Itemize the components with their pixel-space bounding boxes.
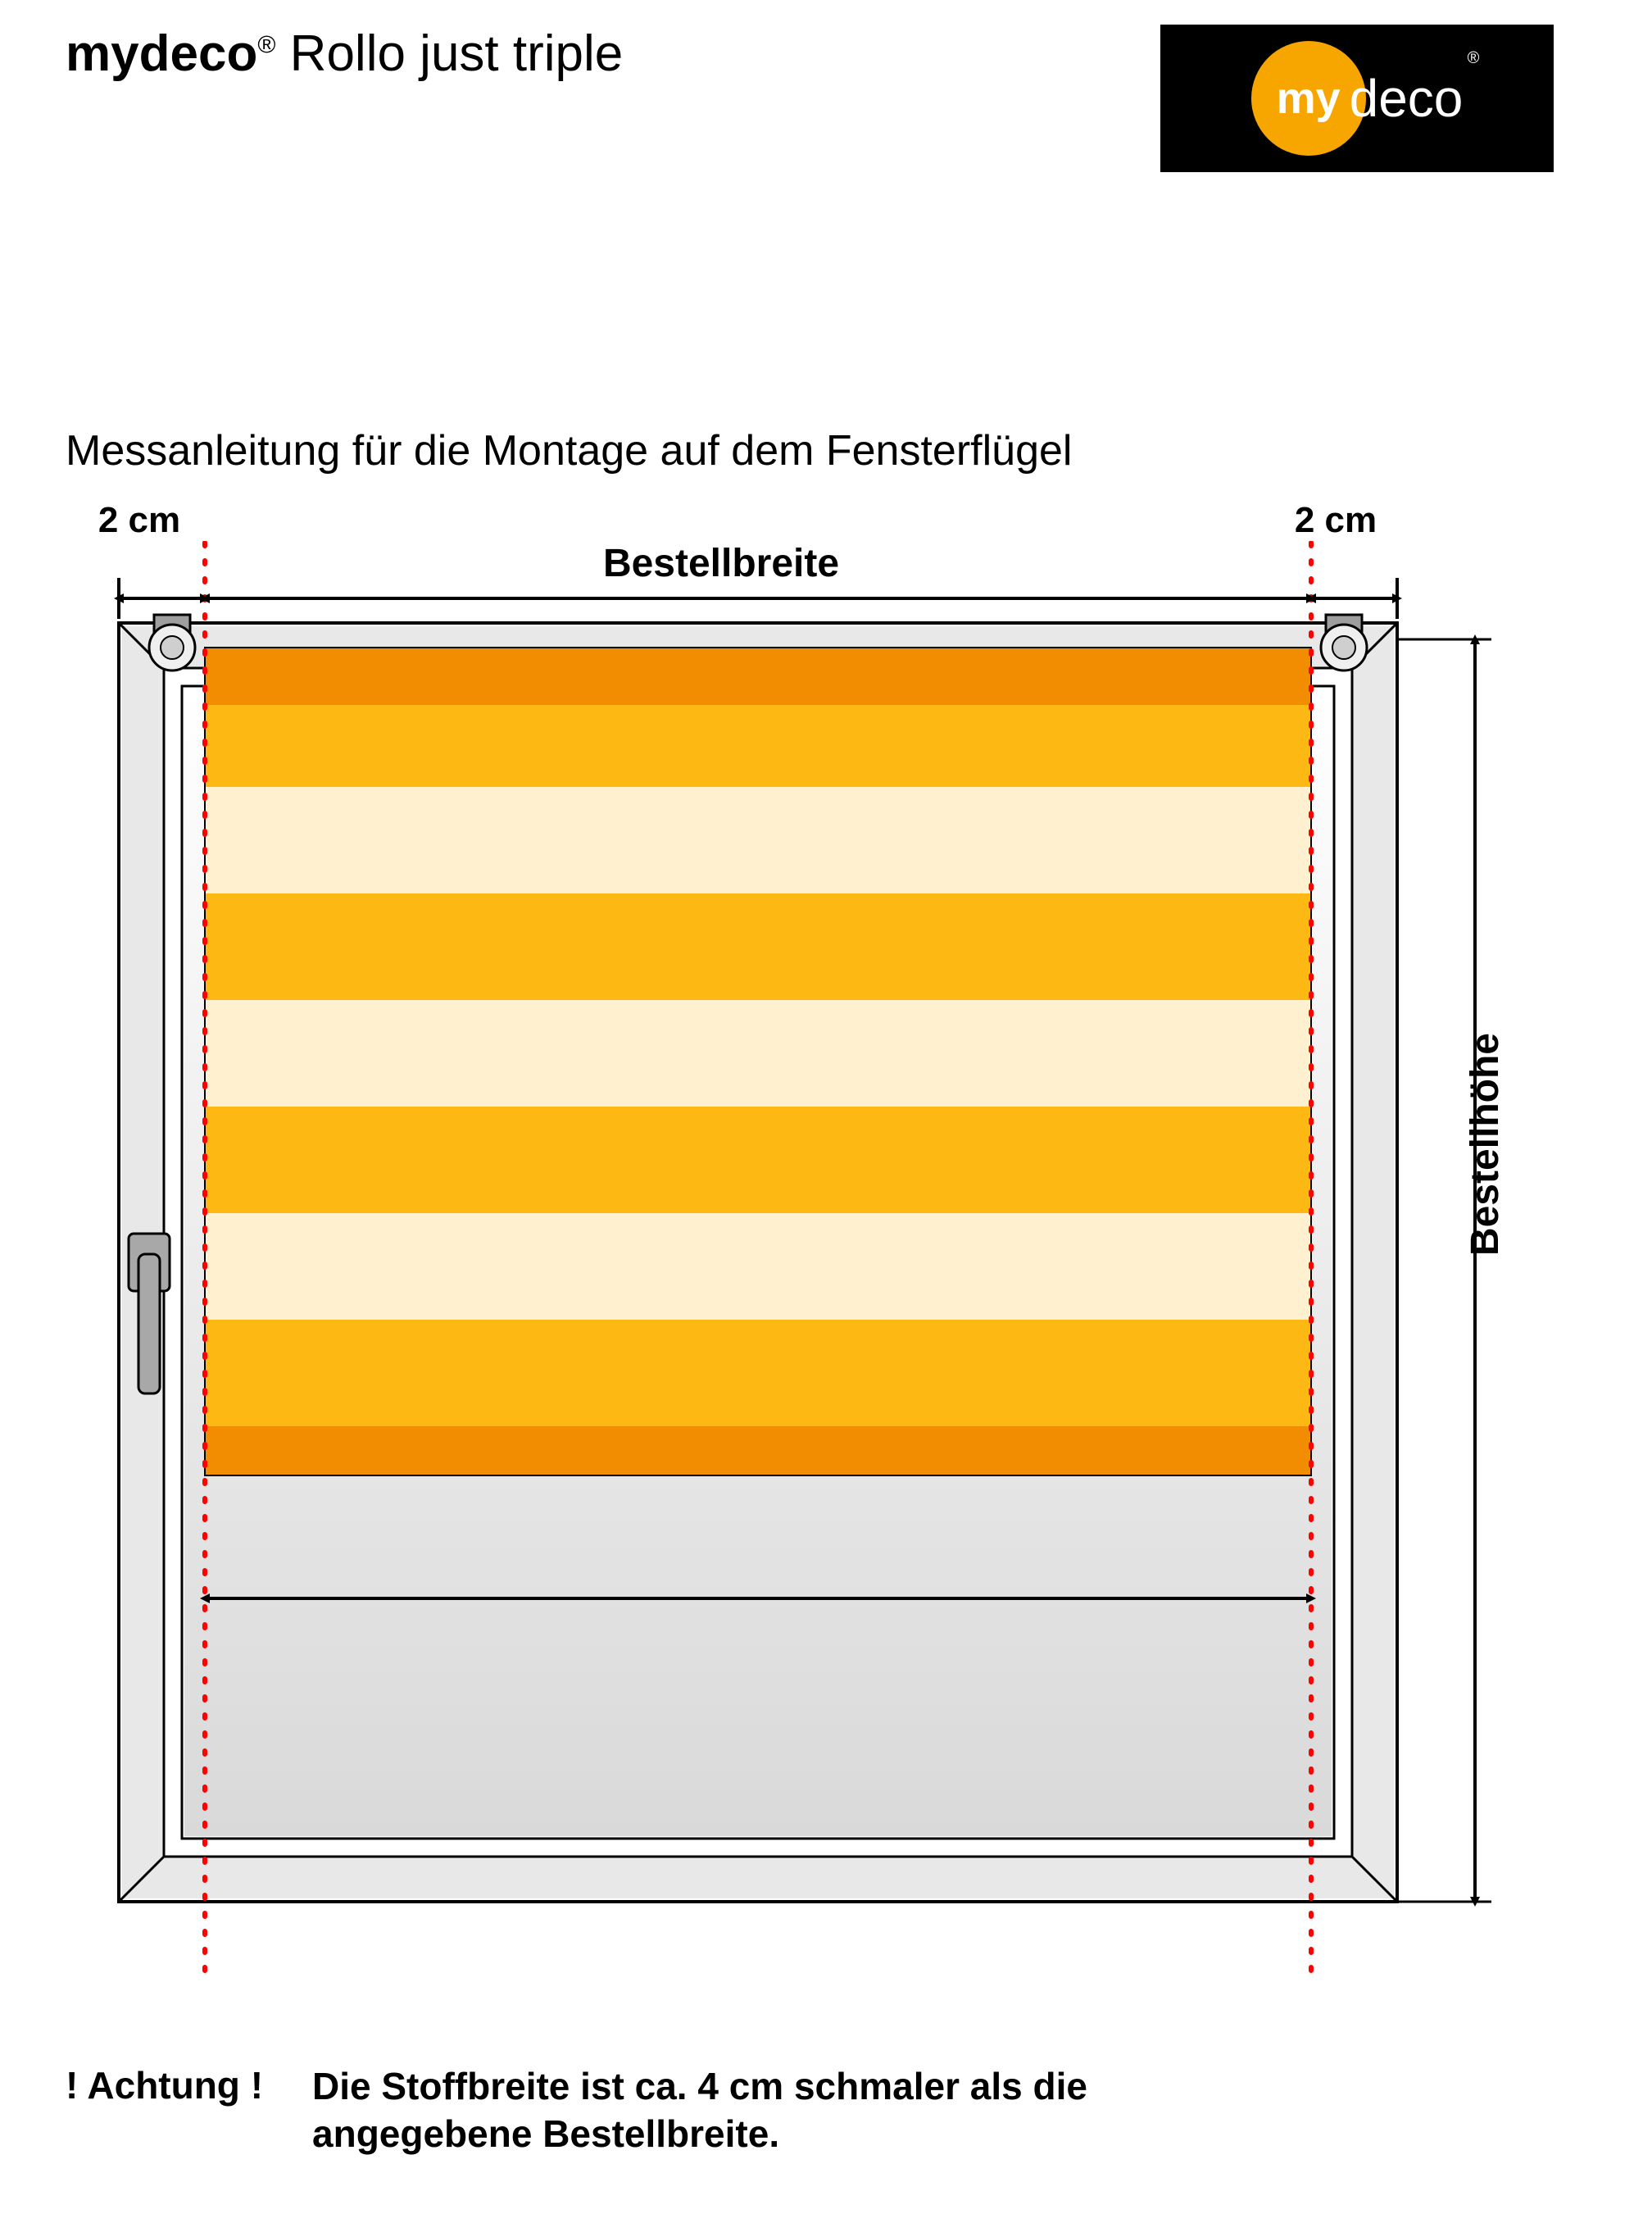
logo-circle: my [1251, 41, 1366, 156]
logo-registered-mark: ® [1468, 49, 1480, 68]
diagram-svg [66, 541, 1557, 1992]
measurement-diagram: 2 cm 2 cm Bestellbreite Stoffbreite (ca … [66, 541, 1557, 1992]
attention-message: Die Stoffbreite ist ca. 4 cm schmaler al… [312, 2063, 1087, 2157]
registered-mark: ® [257, 31, 275, 58]
attention-label: ! Achtung ! [66, 2063, 263, 2157]
brand-name: mydeco [66, 25, 257, 82]
logo-deco-text: deco [1350, 68, 1464, 129]
label-2cm-right: 2 cm [1287, 500, 1385, 541]
attention-msg-line1: Die Stoffbreite ist ca. 4 cm schmaler al… [312, 2065, 1087, 2107]
product-name: Rollo just triple [275, 25, 623, 82]
brand-logo: my deco ® [1160, 25, 1554, 172]
attention-footer: ! Achtung ! Die Stoffbreite ist ca. 4 cm… [66, 2063, 1087, 2157]
page-title: mydeco® Rollo just triple [66, 25, 623, 83]
label-2cm-left: 2 cm [90, 500, 188, 541]
instruction-subtitle: Messanleitung für die Montage auf dem Fe… [66, 426, 1072, 475]
logo-my-text: my [1277, 73, 1341, 124]
attention-msg-line2: angegebene Bestellbreite. [312, 2112, 779, 2155]
logo-inner: my deco ® [1251, 41, 1464, 156]
